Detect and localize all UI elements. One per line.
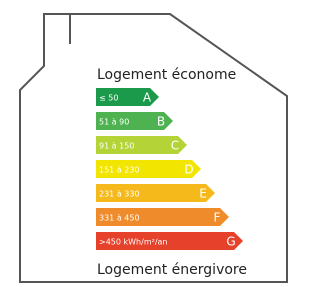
energy-label: Logement économe Logement énergivore ≤ 5… — [0, 0, 293, 287]
rating-range: 331 à 450 — [99, 214, 140, 223]
rating-range: 91 à 150 — [99, 142, 134, 151]
rating-range: ≤ 50 — [99, 94, 118, 103]
rating-range: 51 à 90 — [99, 118, 129, 127]
rating-letter: C — [171, 139, 179, 153]
rating-range: 151 à 230 — [99, 166, 140, 175]
rating-letter: D — [184, 163, 193, 177]
rating-bars: ≤ 50 A 51 à 90 B 91 à 150 C 151 à 230 D 231 à 33… — [96, 88, 243, 250]
rating-letter: B — [157, 115, 165, 129]
footer-title: Logement énergivore — [97, 262, 247, 278]
rating-range: 231 à 330 — [99, 190, 140, 199]
header-title: Logement économe — [97, 67, 236, 83]
rating-range: >450 kWh/m²/an — [99, 238, 168, 247]
rating-letter: G — [226, 235, 235, 249]
rating-letter: A — [143, 91, 152, 105]
rating-letter: E — [199, 187, 207, 201]
rating-letter: F — [214, 211, 221, 225]
